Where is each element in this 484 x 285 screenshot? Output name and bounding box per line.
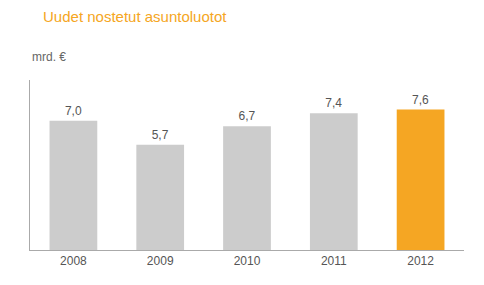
svg-text:7,4: 7,4 — [325, 96, 342, 110]
svg-text:5,7: 5,7 — [152, 128, 169, 142]
svg-text:mrd. €: mrd. € — [32, 50, 66, 64]
svg-text:2009: 2009 — [147, 254, 174, 268]
svg-text:Uudet nostetut asuntoluotot: Uudet nostetut asuntoluotot — [43, 8, 227, 25]
svg-text:7,6: 7,6 — [412, 93, 429, 107]
svg-text:6,7: 6,7 — [238, 109, 255, 123]
svg-text:2012: 2012 — [407, 254, 434, 268]
svg-text:2010: 2010 — [234, 254, 261, 268]
svg-text:2008: 2008 — [60, 254, 87, 268]
svg-text:2011: 2011 — [321, 254, 347, 268]
svg-text:7,0: 7,0 — [65, 104, 82, 118]
